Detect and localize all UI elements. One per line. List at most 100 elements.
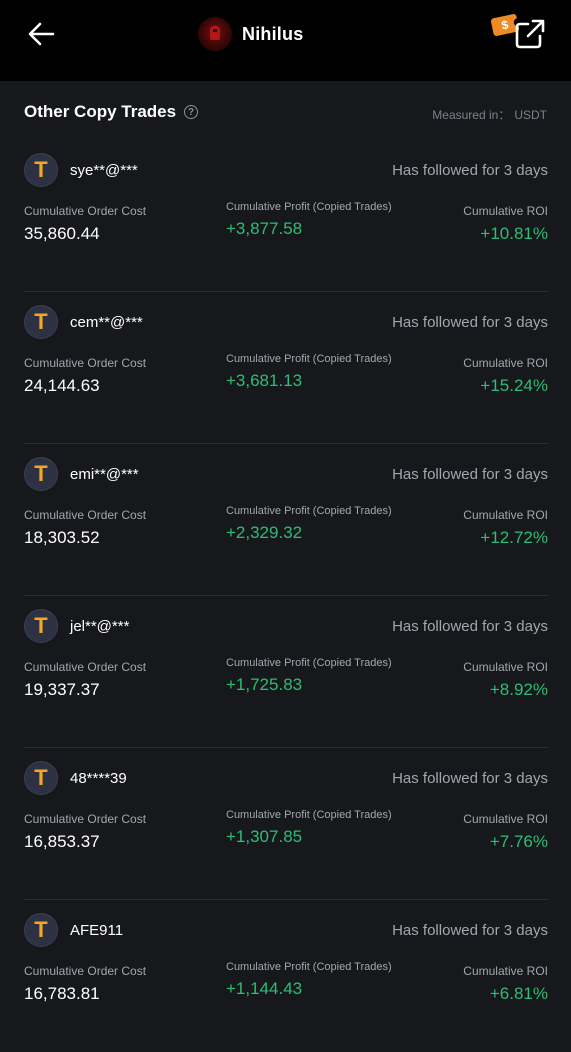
roi-metric: Cumulative ROI +7.76%: [463, 812, 548, 852]
user-row: T jel**@*** Has followed for 3 days: [24, 608, 548, 644]
user-name: AFE911: [70, 921, 124, 939]
roi-label: Cumulative ROI: [463, 508, 548, 522]
user-row: T emi**@*** Has followed for 3 days: [24, 456, 548, 492]
measured-unit: USDT: [514, 108, 547, 122]
roi-metric: Cumulative ROI +12.72%: [463, 508, 548, 548]
metrics-row: Cumulative Order Cost 16,853.37 Cumulati…: [24, 809, 548, 856]
profit-metric: Cumulative Profit (Copied Trades) +2,329…: [226, 505, 392, 543]
profit-label: Cumulative Profit (Copied Trades): [226, 353, 392, 365]
cost-metric: Cumulative Order Cost 24,144.63: [24, 356, 146, 396]
top-bar: Nihilus $: [0, 0, 571, 81]
back-button[interactable]: [26, 20, 56, 48]
roi-value: +7.76%: [489, 832, 548, 851]
profit-metric: Cumulative Profit (Copied Trades) +3,877…: [226, 201, 392, 239]
cost-metric: Cumulative Order Cost 35,860.44: [24, 204, 146, 244]
roi-label: Cumulative ROI: [463, 812, 548, 826]
list-item[interactable]: T jel**@*** Has followed for 3 days Cumu…: [24, 596, 548, 748]
user-row: T 48****39 Has followed for 3 days: [24, 760, 548, 796]
share-button[interactable]: $: [490, 13, 550, 54]
metrics-row: Cumulative Order Cost 24,144.63 Cumulati…: [24, 353, 548, 400]
cost-value: 24,144.63: [24, 376, 100, 395]
cost-value: 19,337.37: [24, 680, 100, 699]
cost-label: Cumulative Order Cost: [24, 356, 147, 370]
profit-label: Cumulative Profit (Copied Trades): [226, 657, 392, 669]
cost-value: 18,303.52: [24, 528, 100, 547]
roi-value: +8.92%: [489, 680, 548, 699]
list-item[interactable]: T 48****39 Has followed for 3 days Cumul…: [24, 748, 548, 900]
roi-metric: Cumulative ROI +8.92%: [463, 660, 548, 700]
profit-label: Cumulative Profit (Copied Trades): [226, 961, 392, 973]
metrics-row: Cumulative Order Cost 35,860.44 Cumulati…: [24, 201, 548, 248]
coupon-symbol: $: [500, 17, 510, 33]
cost-label: Cumulative Order Cost: [24, 964, 147, 978]
cost-label: Cumulative Order Cost: [24, 812, 147, 826]
roi-metric: Cumulative ROI +15.24%: [463, 356, 548, 396]
followed-duration: Has followed for 3 days: [392, 769, 548, 787]
profit-label: Cumulative Profit (Copied Trades): [226, 201, 392, 213]
profit-label: Cumulative Profit (Copied Trades): [226, 809, 392, 821]
metrics-row: Cumulative Order Cost 19,337.37 Cumulati…: [24, 657, 548, 704]
avatar: [198, 17, 232, 51]
section-title: Other Copy Trades: [24, 102, 177, 121]
roi-value: +6.81%: [489, 984, 548, 1003]
tether-usdt-icon: T: [24, 609, 58, 643]
copy-trades-list: T sye**@*** Has followed for 3 days Cumu…: [24, 140, 548, 1052]
roi-value: +12.72%: [480, 528, 548, 547]
roi-metric: Cumulative ROI +6.81%: [463, 964, 548, 1004]
user-name: jel**@***: [70, 617, 130, 635]
roi-metric: Cumulative ROI +10.81%: [463, 204, 548, 244]
user-name: cem**@***: [70, 313, 143, 331]
cost-label: Cumulative Order Cost: [24, 508, 147, 522]
list-item[interactable]: T sye**@*** Has followed for 3 days Cumu…: [24, 140, 548, 292]
roi-value: +15.24%: [480, 376, 548, 395]
cost-label: Cumulative Order Cost: [24, 660, 147, 674]
question-circle-icon[interactable]: ?: [184, 105, 199, 119]
share-external-icon: [515, 19, 545, 49]
list-item[interactable]: T AFE911 Has followed for 3 days Cumulat…: [24, 900, 548, 1052]
user-name: 48****39: [70, 769, 127, 787]
cost-label: Cumulative Order Cost: [24, 204, 147, 218]
profit-value: +3,681.13: [226, 371, 303, 390]
metrics-row: Cumulative Order Cost 16,783.81 Cumulati…: [24, 961, 548, 1008]
roi-label: Cumulative ROI: [463, 204, 548, 218]
tether-usdt-icon: T: [24, 457, 58, 491]
cost-metric: Cumulative Order Cost 16,783.81: [24, 964, 146, 1004]
list-item[interactable]: T cem**@*** Has followed for 3 days Cumu…: [24, 292, 548, 444]
section-header: Other Copy Trades ?: [24, 102, 199, 122]
cost-metric: Cumulative Order Cost 16,853.37: [24, 812, 146, 852]
cost-value: 16,853.37: [24, 832, 100, 851]
arrow-left-icon: [28, 22, 55, 46]
tether-usdt-icon: T: [24, 305, 58, 339]
list-item[interactable]: T emi**@*** Has followed for 3 days Cumu…: [24, 444, 548, 596]
tether-usdt-icon: T: [24, 913, 58, 947]
profit-value: +1,144.43: [226, 979, 303, 998]
metrics-row: Cumulative Order Cost 18,303.52 Cumulati…: [24, 505, 548, 552]
roi-label: Cumulative ROI: [463, 356, 548, 370]
trader-profile[interactable]: Nihilus: [198, 16, 303, 52]
profit-value: +3,877.58: [226, 219, 303, 238]
roi-value: +10.81%: [480, 224, 548, 243]
measured-label: Measured in：: [432, 108, 511, 122]
roi-label: Cumulative ROI: [463, 964, 548, 978]
profit-value: +2,329.32: [226, 523, 303, 542]
followed-duration: Has followed for 3 days: [392, 617, 548, 635]
cost-value: 35,860.44: [24, 224, 100, 243]
user-name: sye**@***: [70, 161, 138, 179]
measured-in: Measured in： USDT: [432, 106, 547, 123]
profit-value: +1,307.85: [226, 827, 303, 846]
profit-value: +1,725.83: [226, 675, 303, 694]
profit-label: Cumulative Profit (Copied Trades): [226, 505, 392, 517]
profit-metric: Cumulative Profit (Copied Trades) +1,144…: [226, 961, 392, 999]
cost-value: 16,783.81: [24, 984, 100, 1003]
tether-usdt-icon: T: [24, 153, 58, 187]
user-row: T cem**@*** Has followed for 3 days: [24, 304, 548, 340]
tether-usdt-icon: T: [24, 761, 58, 795]
followed-duration: Has followed for 3 days: [392, 465, 548, 483]
followed-duration: Has followed for 3 days: [392, 161, 548, 179]
roi-label: Cumulative ROI: [463, 660, 548, 674]
cost-metric: Cumulative Order Cost 18,303.52: [24, 508, 146, 548]
profit-metric: Cumulative Profit (Copied Trades) +1,725…: [226, 657, 392, 695]
followed-duration: Has followed for 3 days: [392, 921, 548, 939]
trader-name: Nihilus: [242, 23, 304, 44]
user-name: emi**@***: [70, 465, 139, 483]
